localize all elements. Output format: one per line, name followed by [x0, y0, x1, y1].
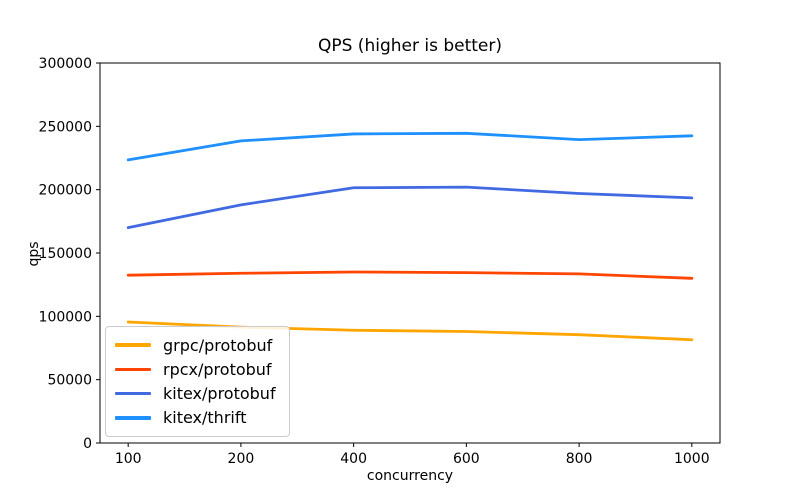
y-axis-label: qps — [26, 241, 42, 267]
y-tick-label: 300000 — [39, 56, 92, 72]
legend-label: kitex/thrift — [163, 408, 247, 428]
series-line-kitex-protobuf — [126, 185, 694, 230]
legend-item: grpc/protobuf — [115, 336, 280, 355]
y-tick-label: 250000 — [39, 119, 92, 135]
x-tick-label: 100 — [115, 451, 142, 467]
y-tick-label: 50000 — [47, 373, 92, 389]
y-tick-label: 0 — [83, 436, 92, 452]
y-tick-label: 200000 — [39, 183, 92, 199]
legend-item: kitex/protobuf — [115, 384, 280, 403]
legend-item: kitex/thrift — [115, 408, 280, 427]
legend-line-sample — [115, 391, 151, 396]
chart-title: QPS (higher is better) — [317, 36, 503, 56]
legend-label: rpcx/protobuf — [163, 359, 272, 379]
series-line-rpcx-protobuf — [126, 270, 694, 280]
x-tick-label: 1000 — [674, 451, 710, 467]
legend: grpc/protobuf rpcx/protobuf kitex/protobuf… — [105, 326, 290, 437]
x-tick-label: 400 — [340, 451, 367, 467]
x-tick-label: 200 — [228, 451, 255, 467]
y-tick-label: 100000 — [39, 309, 92, 325]
legend-label: kitex/protobuf — [163, 384, 276, 404]
x-tick-label: 800 — [566, 451, 593, 467]
legend-line-sample — [115, 343, 151, 347]
legend-line-sample — [115, 416, 151, 420]
legend-line-sample — [115, 367, 151, 372]
x-tick-label: 600 — [453, 451, 480, 467]
x-axis-label: concurrency — [366, 468, 454, 484]
y-tick-label: 150000 — [39, 246, 92, 262]
series-line-kitex-thrift — [126, 131, 694, 162]
legend-item: rpcx/protobuf — [115, 360, 280, 379]
legend-label: grpc/protobuf — [163, 335, 273, 355]
